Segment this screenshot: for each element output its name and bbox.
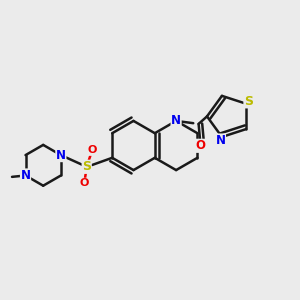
Text: N: N (215, 134, 225, 147)
Text: N: N (20, 169, 31, 182)
Text: O: O (195, 139, 205, 152)
Text: S: S (82, 160, 91, 173)
Text: O: O (80, 178, 89, 188)
Text: S: S (244, 95, 253, 108)
Text: N: N (171, 114, 181, 128)
Text: O: O (87, 145, 97, 155)
Text: N: N (56, 148, 66, 162)
